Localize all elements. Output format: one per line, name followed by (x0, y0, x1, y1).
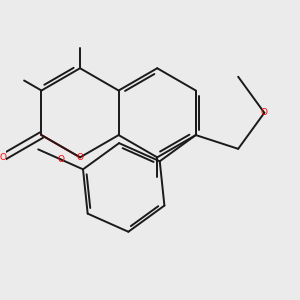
Text: O: O (76, 153, 83, 162)
Text: O: O (261, 108, 268, 117)
Text: O: O (57, 155, 64, 164)
Text: O: O (0, 153, 6, 162)
